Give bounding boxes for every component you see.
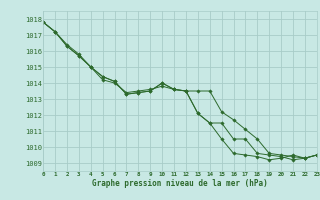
X-axis label: Graphe pression niveau de la mer (hPa): Graphe pression niveau de la mer (hPa) <box>92 179 268 188</box>
